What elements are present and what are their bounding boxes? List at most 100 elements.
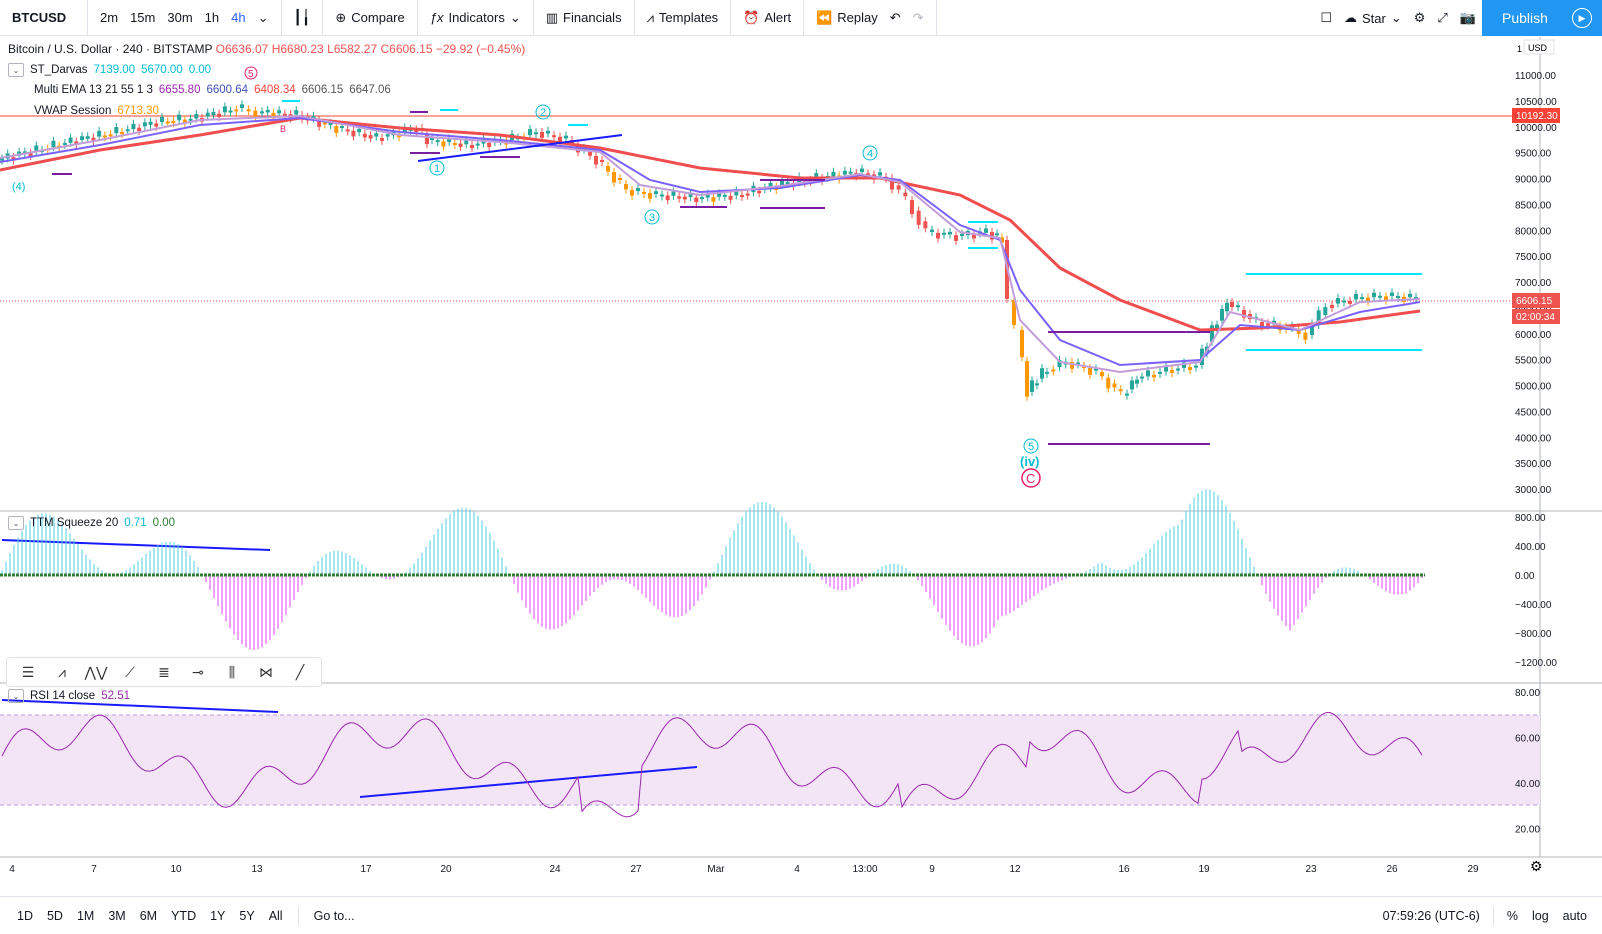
log-toggle[interactable]: log: [1531, 908, 1549, 923]
financials-button[interactable]: ▥ Financials: [540, 4, 628, 32]
trendline-rsi-2[interactable]: [359, 766, 698, 798]
ttm-axis[interactable]: 800.00 400.00 0.00 −400.00 −800.00 −1200.00: [1515, 513, 1557, 669]
range-5d[interactable]: 5D: [46, 908, 63, 923]
collapse-chevron-icon[interactable]: ⌄: [8, 689, 24, 703]
vwap-legend[interactable]: VWAP Session 6713.30: [34, 105, 159, 117]
horizontal-lines-icon[interactable]: ☰: [21, 663, 35, 680]
price-tick: 3000.00: [1515, 485, 1552, 496]
candle-body: [1408, 293, 1412, 298]
wave-label-5: 5: [1028, 441, 1034, 453]
wave-label-iv[interactable]: (iv): [1020, 454, 1040, 469]
layout-name: Star: [1362, 10, 1386, 26]
candle-body: [654, 191, 658, 194]
compare-button[interactable]: ⊕ Compare: [329, 4, 410, 32]
currency-badge[interactable]: [1523, 39, 1555, 55]
range-1m[interactable]: 1M: [76, 908, 95, 923]
ema-legend[interactable]: Multi EMA 13 21 55 1 3 6655.80 6600.64 6…: [34, 84, 391, 96]
wave-circle-5[interactable]: [1023, 438, 1039, 454]
candle-body: [464, 140, 469, 145]
replay-button[interactable]: ⏪ Replay: [810, 4, 884, 32]
chart-canvas[interactable]: (4) 1 2 3 4 5 (iv) C 5 B 11000.00 10500.0…: [0, 37, 1602, 887]
interval-30m[interactable]: 30m: [167, 10, 193, 25]
wave-circle-5-top[interactable]: [244, 66, 258, 80]
price-axis[interactable]: 11000.00 10500.00 10000.00 9500.00 9000.00 85…: [1515, 71, 1557, 496]
darvas-name: ST_Darvas: [30, 64, 88, 76]
interval-4h[interactable]: 4h: [231, 10, 246, 25]
wave-label-4[interactable]: (4): [12, 181, 25, 193]
collapse-chevron-icon[interactable]: ⌄: [8, 516, 24, 530]
trendline-ttm[interactable]: [1, 539, 271, 551]
undo-icon[interactable]: ↶: [889, 9, 901, 25]
vertical-lines-icon[interactable]: ⫼: [228, 663, 236, 680]
range-1d[interactable]: 1D: [17, 908, 33, 923]
percent-toggle[interactable]: %: [1506, 908, 1518, 923]
publish-button[interactable]: Publish ▶: [1482, 0, 1602, 36]
wave-circle-1[interactable]: [429, 160, 445, 176]
time-axis[interactable]: 4 7 10 13 17 20 24 27 Mar 4 13:00 9 12 16 19 23 26 29: [9, 864, 1479, 875]
candle-body: [1188, 367, 1192, 370]
redo-icon[interactable]: ↷: [912, 9, 924, 25]
alert-button[interactable]: ⏰ Alert: [737, 4, 797, 32]
goto-button[interactable]: Go to...: [313, 908, 355, 923]
interval-dropdown-icon[interactable]: ⌄: [257, 9, 269, 25]
range-5y[interactable]: 5Y: [239, 908, 255, 923]
candle-body: [717, 193, 722, 197]
range-ytd[interactable]: YTD: [171, 908, 197, 923]
legend-high: H6680.23: [271, 42, 324, 56]
wave-labels: (4) 1 2 3 4 5 (iv) C 5 B: [12, 66, 1041, 488]
templates-button[interactable]: ⩘ Templates: [641, 4, 725, 32]
candle-body: [234, 109, 239, 112]
indicators-button[interactable]: ƒx Indicators ⌄: [424, 4, 527, 32]
interval-1h[interactable]: 1h: [204, 10, 220, 25]
trendline-main[interactable]: [417, 134, 623, 162]
legend-symbol-title[interactable]: Bitcoin / U.S. Dollar · 240 · BITSTAMP: [8, 42, 213, 56]
candle-body: [171, 120, 176, 124]
darvas-legend[interactable]: ⌄ ST_Darvas 7139.00 5670.00 0.00: [8, 63, 211, 77]
trend-path-icon[interactable]: ⟋: [125, 663, 135, 680]
candle-body: [624, 184, 628, 190]
fullscreen-box-icon[interactable]: ☐: [1320, 10, 1332, 25]
gear-icon[interactable]: ⚙: [1530, 858, 1543, 874]
rsi-legend[interactable]: ⌄ RSI 14 close 52.51: [8, 689, 130, 703]
symbol-search[interactable]: BTCUSD: [0, 0, 88, 35]
layout-button[interactable]: ☁ Star ⌄: [1338, 4, 1408, 32]
collapse-chevron-icon[interactable]: ⌄: [8, 63, 24, 77]
candle-body: [990, 232, 994, 240]
trendline-rsi-1[interactable]: [1, 699, 279, 713]
wave-circle-c[interactable]: [1021, 468, 1041, 488]
range-6m[interactable]: 6M: [139, 908, 158, 923]
abc-pattern-icon[interactable]: ⩘: [58, 663, 66, 680]
wave-label-b[interactable]: B: [280, 124, 286, 134]
interval-2m[interactable]: 2m: [100, 10, 119, 25]
auto-toggle[interactable]: auto: [1562, 908, 1587, 923]
candle-body: [1260, 322, 1264, 327]
wave-circle-2[interactable]: [535, 104, 551, 120]
ttm-legend[interactable]: ⌄ TTM Squeeze 20 0.71 0.00: [8, 516, 175, 530]
gear-icon[interactable]: ⚙: [1413, 10, 1426, 25]
candle-body: [80, 136, 84, 140]
pattern-icon[interactable]: ⋈: [259, 663, 273, 680]
horizontal-ray-icon[interactable]: ⊸: [192, 663, 204, 680]
elliott-wave-icon[interactable]: ⋀⋁: [84, 663, 108, 680]
ttm-histogram: [1, 489, 1423, 650]
camera-icon[interactable]: 📷: [1459, 10, 1476, 25]
rsi-axis[interactable]: 80.00 60.00 40.00 20.00: [1515, 688, 1540, 836]
trend-line-icon[interactable]: ╱: [295, 663, 305, 680]
wave-circle-4[interactable]: [862, 145, 878, 161]
candle-body: [51, 140, 56, 148]
fib-retracement-icon[interactable]: ≣: [158, 663, 170, 680]
clock-display[interactable]: 07:59:26 (UTC-6): [1382, 908, 1480, 923]
expand-icon[interactable]: ⤢: [1437, 10, 1448, 25]
candle-body: [177, 114, 182, 121]
candle-body: [1316, 310, 1321, 325]
range-3m[interactable]: 3M: [108, 908, 126, 923]
interval-15m[interactable]: 15m: [130, 10, 156, 25]
wave-circle-3[interactable]: [644, 209, 660, 225]
ttm-tick: −400.00: [1515, 600, 1552, 611]
candles-icon[interactable]: ┃╽: [293, 9, 311, 25]
range-1y[interactable]: 1Y: [210, 908, 226, 923]
candle-body: [452, 142, 457, 146]
candle-body: [745, 193, 750, 196]
play-icon[interactable]: ▶: [1572, 8, 1592, 28]
range-all[interactable]: All: [268, 908, 283, 923]
